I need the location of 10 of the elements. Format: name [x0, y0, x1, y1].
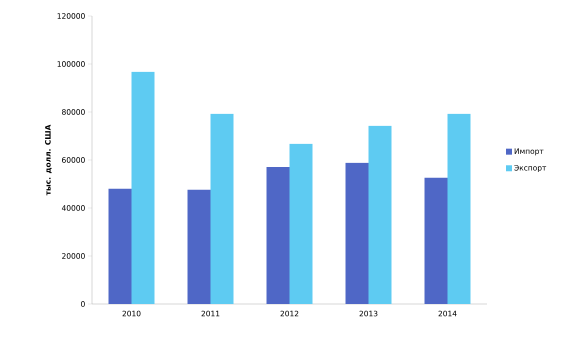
bar — [210, 114, 234, 304]
bar — [346, 162, 369, 304]
bar — [108, 188, 132, 304]
bar — [188, 190, 211, 304]
bar — [424, 178, 448, 304]
bar — [266, 166, 290, 304]
bar — [448, 114, 471, 304]
bar — [290, 144, 313, 304]
bar — [132, 72, 155, 304]
bar — [368, 126, 392, 304]
